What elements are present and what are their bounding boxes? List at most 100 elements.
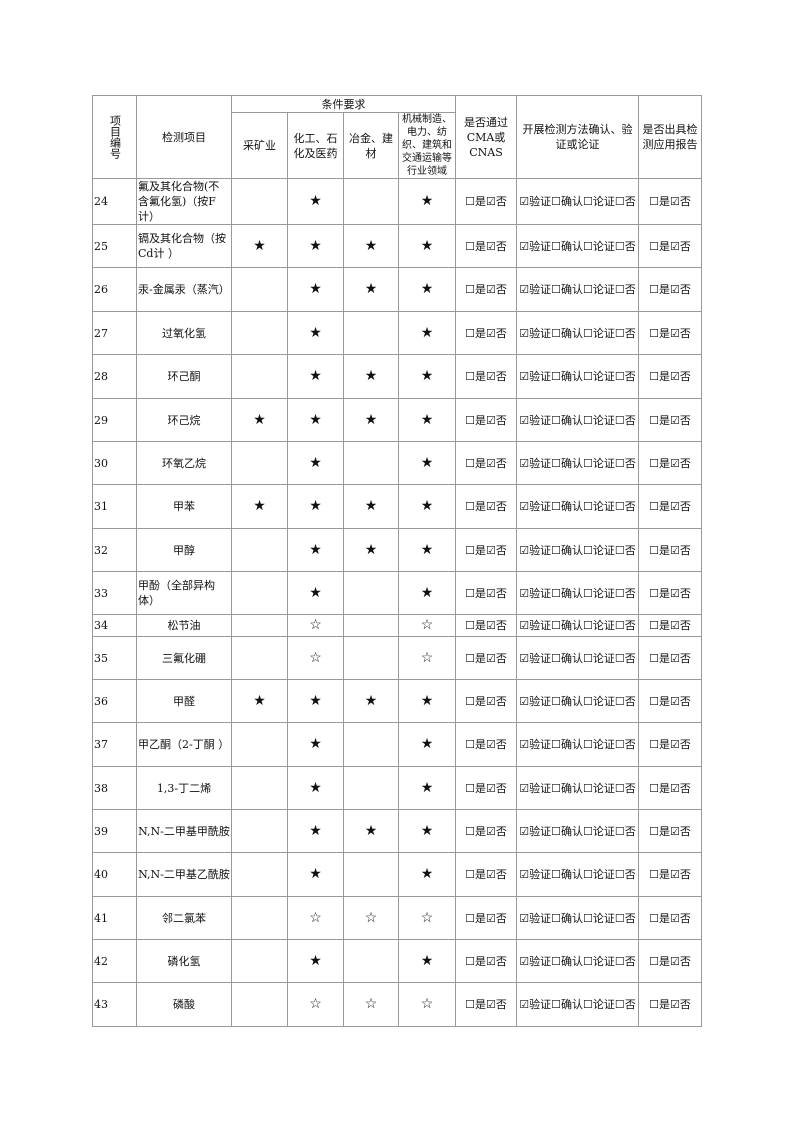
report-checkbox[interactable]: ☐是☑否: [638, 982, 702, 1027]
method-checkbox[interactable]: ☑验证☐确认☐论证☐否: [516, 809, 639, 853]
report-checkbox[interactable]: ☐是☑否: [638, 939, 702, 983]
metal-mark: ★: [343, 354, 399, 399]
method-checkbox[interactable]: ☑验证☐确认☐论证☐否: [516, 311, 639, 355]
metal-mark: [343, 614, 399, 637]
report-checkbox[interactable]: ☐是☑否: [638, 571, 702, 615]
cma-checkbox[interactable]: ☐是☑否: [455, 636, 517, 680]
report-checkbox[interactable]: ☐是☑否: [638, 484, 702, 529]
report-checkbox[interactable]: ☐是☑否: [638, 852, 702, 897]
metal-mark: ★: [343, 484, 399, 529]
row-name: 甲醇: [136, 528, 232, 572]
table-row: 39 N,N-二甲基甲酰胺 ★ ★ ★ ☐是☑否 ☑验证☐确认☐论证☐否 ☐是☑否: [92, 809, 702, 853]
header-item: 检测项目: [136, 95, 232, 179]
chem-mark: ☆: [287, 636, 344, 680]
cma-checkbox[interactable]: ☐是☑否: [455, 939, 517, 983]
row-id: 37: [92, 722, 137, 767]
report-checkbox[interactable]: ☐是☑否: [638, 224, 702, 268]
cma-checkbox[interactable]: ☐是☑否: [455, 571, 517, 615]
method-checkbox[interactable]: ☑验证☐确认☐论证☐否: [516, 939, 639, 983]
table-row: 43 磷酸 ☆ ☆ ☆ ☐是☑否 ☑验证☐确认☐论证☐否 ☐是☑否: [92, 982, 702, 1027]
row-name: 1,3-丁二烯: [136, 766, 232, 810]
cma-checkbox[interactable]: ☐是☑否: [455, 528, 517, 572]
cma-checkbox[interactable]: ☐是☑否: [455, 311, 517, 355]
cma-checkbox[interactable]: ☐是☑否: [455, 224, 517, 268]
mach-mark: ★: [398, 354, 456, 399]
method-checkbox[interactable]: ☑验证☐确认☐论证☐否: [516, 484, 639, 529]
chem-mark: ☆: [287, 614, 344, 637]
row-name: 磷化氢: [136, 939, 232, 983]
row-name: 三氟化硼: [136, 636, 232, 680]
metal-mark: ★: [343, 267, 399, 312]
mining-mark: ★: [231, 398, 288, 442]
cma-checkbox[interactable]: ☐是☑否: [455, 398, 517, 442]
row-id: 40: [92, 852, 137, 897]
method-checkbox[interactable]: ☑验证☐确认☐论证☐否: [516, 354, 639, 399]
metal-mark: ★: [343, 398, 399, 442]
row-id: 42: [92, 939, 137, 983]
row-name: N,N-二甲基乙酰胺: [136, 852, 232, 897]
header-cma: 是否通过CMA或CNAS: [455, 95, 517, 179]
mining-mark: ★: [231, 224, 288, 268]
report-checkbox[interactable]: ☐是☑否: [638, 896, 702, 940]
cma-checkbox[interactable]: ☐是☑否: [455, 896, 517, 940]
chem-mark: ★: [287, 224, 344, 268]
report-checkbox[interactable]: ☐是☑否: [638, 636, 702, 680]
report-checkbox[interactable]: ☐是☑否: [638, 722, 702, 767]
header-metal: 冶金、建材: [343, 112, 399, 179]
report-checkbox[interactable]: ☐是☑否: [638, 354, 702, 399]
method-checkbox[interactable]: ☑验证☐确认☐论证☐否: [516, 178, 639, 225]
chem-mark: ★: [287, 571, 344, 615]
cma-checkbox[interactable]: ☐是☑否: [455, 852, 517, 897]
method-checkbox[interactable]: ☑验证☐确认☐论证☐否: [516, 441, 639, 485]
mining-mark: [231, 982, 288, 1027]
cma-checkbox[interactable]: ☐是☑否: [455, 484, 517, 529]
report-checkbox[interactable]: ☐是☑否: [638, 178, 702, 225]
method-checkbox[interactable]: ☑验证☐确认☐论证☐否: [516, 896, 639, 940]
metal-mark: [343, 722, 399, 767]
method-checkbox[interactable]: ☑验证☐确认☐论证☐否: [516, 398, 639, 442]
report-checkbox[interactable]: ☐是☑否: [638, 766, 702, 810]
cma-checkbox[interactable]: ☐是☑否: [455, 614, 517, 637]
chem-mark: ★: [287, 766, 344, 810]
method-checkbox[interactable]: ☑验证☐确认☐论证☐否: [516, 636, 639, 680]
method-checkbox[interactable]: ☑验证☐确认☐论证☐否: [516, 614, 639, 637]
method-checkbox[interactable]: ☑验证☐确认☐论证☐否: [516, 852, 639, 897]
cma-checkbox[interactable]: ☐是☑否: [455, 679, 517, 723]
report-checkbox[interactable]: ☐是☑否: [638, 679, 702, 723]
cma-checkbox[interactable]: ☐是☑否: [455, 766, 517, 810]
method-checkbox[interactable]: ☑验证☐确认☐论证☐否: [516, 571, 639, 615]
cma-checkbox[interactable]: ☐是☑否: [455, 354, 517, 399]
report-checkbox[interactable]: ☐是☑否: [638, 441, 702, 485]
chem-mark: ★: [287, 722, 344, 767]
table-row: 32 甲醇 ★ ★ ★ ☐是☑否 ☑验证☐确认☐论证☐否 ☐是☑否: [92, 528, 702, 572]
table-row: 35 三氟化硼 ☆ ☆ ☐是☑否 ☑验证☐确认☐论证☐否 ☐是☑否: [92, 636, 702, 680]
method-checkbox[interactable]: ☑验证☐确认☐论证☐否: [516, 224, 639, 268]
cma-checkbox[interactable]: ☐是☑否: [455, 982, 517, 1027]
table-row: 41 邻二氯苯 ☆ ☆ ☆ ☐是☑否 ☑验证☐确认☐论证☐否 ☐是☑否: [92, 896, 702, 940]
method-checkbox[interactable]: ☑验证☐确认☐论证☐否: [516, 766, 639, 810]
method-checkbox[interactable]: ☑验证☐确认☐论证☐否: [516, 679, 639, 723]
method-checkbox[interactable]: ☑验证☐确认☐论证☐否: [516, 982, 639, 1027]
row-name: 镉及其化合物（按Cd计 ）: [136, 224, 232, 268]
cma-checkbox[interactable]: ☐是☑否: [455, 441, 517, 485]
cma-checkbox[interactable]: ☐是☑否: [455, 267, 517, 312]
mach-mark: ☆: [398, 614, 456, 637]
cma-checkbox[interactable]: ☐是☑否: [455, 722, 517, 767]
method-checkbox[interactable]: ☑验证☐确认☐论证☐否: [516, 722, 639, 767]
mining-mark: [231, 896, 288, 940]
method-checkbox[interactable]: ☑验证☐确认☐论证☐否: [516, 267, 639, 312]
cma-checkbox[interactable]: ☐是☑否: [455, 809, 517, 853]
mach-mark: ★: [398, 267, 456, 312]
report-checkbox[interactable]: ☐是☑否: [638, 398, 702, 442]
report-checkbox[interactable]: ☐是☑否: [638, 614, 702, 637]
report-checkbox[interactable]: ☐是☑否: [638, 311, 702, 355]
report-checkbox[interactable]: ☐是☑否: [638, 267, 702, 312]
row-id: 43: [92, 982, 137, 1027]
cma-checkbox[interactable]: ☐是☑否: [455, 178, 517, 225]
report-checkbox[interactable]: ☐是☑否: [638, 809, 702, 853]
row-id: 24: [92, 178, 137, 225]
report-checkbox[interactable]: ☐是☑否: [638, 528, 702, 572]
table-row: 24 氟及其化合物(不含氟化氢)（按F计） ★ ★ ☐是☑否 ☑验证☐确认☐论证☐否 ☐是☑…: [92, 178, 702, 225]
method-checkbox[interactable]: ☑验证☐确认☐论证☐否: [516, 528, 639, 572]
row-name: 甲乙酮（2-丁酮 ）: [136, 722, 232, 767]
